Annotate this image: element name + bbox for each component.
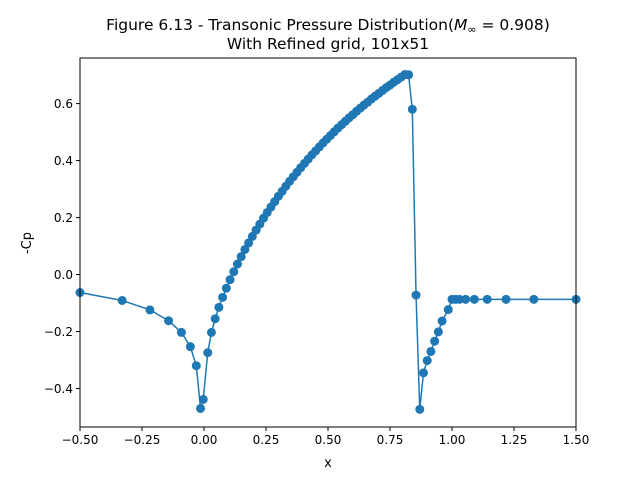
data-point: [407, 104, 417, 114]
data-point: [117, 295, 127, 305]
y-tick-label: 0.2: [54, 211, 73, 225]
data-point: [461, 294, 471, 304]
data-point: [240, 244, 250, 254]
data-point: [145, 305, 155, 315]
data-point: [454, 294, 464, 304]
data-point: [225, 275, 235, 285]
y-tick-label: 0.6: [54, 97, 73, 111]
data-point: [415, 404, 425, 414]
data-point: [164, 316, 174, 326]
data-point: [176, 327, 186, 337]
x-tick-label: 0.25: [253, 433, 280, 447]
x-tick-label: −0.50: [62, 433, 99, 447]
chart-title-line1: Figure 6.13 - Transonic Pressure Distrib…: [106, 16, 550, 36]
chart-title-line2: With Refined grid, 101x51: [227, 35, 429, 53]
data-point: [244, 238, 254, 248]
data-point: [191, 361, 201, 371]
data-point: [232, 259, 242, 269]
x-tick-label: 1.00: [439, 433, 466, 447]
x-tick-label: 1.25: [501, 433, 528, 447]
data-point: [185, 342, 195, 352]
x-tick-label: −0.25: [124, 433, 161, 447]
data-point: [501, 294, 511, 304]
data-point: [210, 314, 220, 324]
data-point: [529, 294, 539, 304]
data-point: [236, 252, 246, 262]
data-point: [443, 305, 453, 315]
x-axis: −0.50 −0.25 0.00 0.25 0.50 0.75 1.00 1.25 1.50: [62, 427, 590, 447]
y-tick-label: −0.2: [44, 325, 73, 339]
x-tick-label: 0.00: [191, 433, 218, 447]
x-axis-label: x: [324, 456, 332, 471]
data-point: [206, 327, 216, 337]
data-point: [411, 290, 421, 300]
data-point: [203, 348, 213, 358]
x-tick-label: 1.50: [563, 433, 590, 447]
data-point: [218, 292, 228, 302]
y-axis: −0.4 −0.2 0.0 0.2 0.4 0.6: [44, 97, 80, 396]
data-point: [430, 336, 440, 346]
data-point: [426, 346, 436, 356]
data-point: [198, 394, 208, 404]
data-point: [437, 316, 447, 326]
data-point: [229, 267, 239, 277]
y-axis-label: -Cp: [20, 232, 35, 254]
data-point: [196, 403, 206, 413]
data-point: [404, 70, 414, 80]
data-point: [469, 294, 479, 304]
data-point: [418, 368, 428, 378]
data-point: [214, 302, 224, 312]
y-tick-label: −0.4: [44, 382, 73, 396]
x-tick-label: 0.75: [377, 433, 404, 447]
data-point: [482, 294, 492, 304]
data-point: [422, 356, 432, 366]
x-tick-label: 0.50: [315, 433, 342, 447]
data-point: [433, 327, 443, 337]
y-tick-label: 0.4: [54, 154, 73, 168]
data-point: [221, 283, 231, 293]
y-tick-label: 0.0: [54, 268, 73, 282]
